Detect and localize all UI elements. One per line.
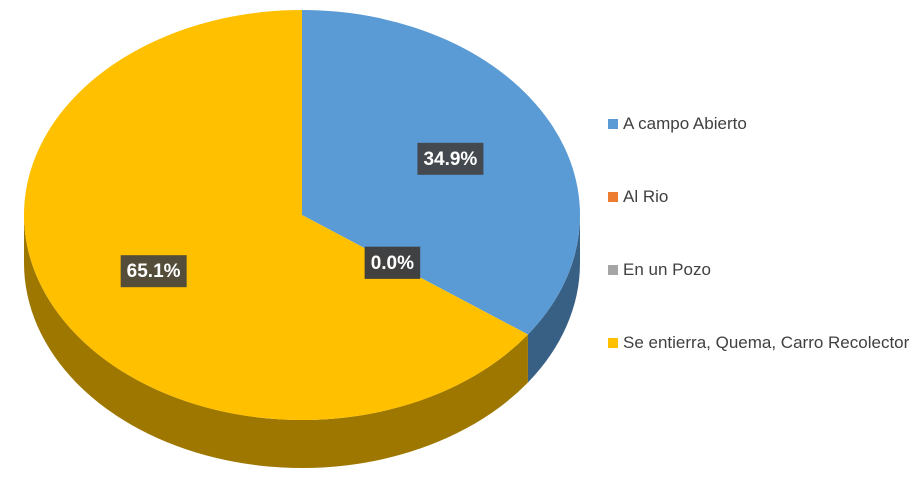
legend-label: Se entierra, Quema, Carro Recolector bbox=[623, 333, 910, 352]
label-text: 34.9% bbox=[423, 149, 477, 170]
data-label: 65.1% bbox=[120, 255, 187, 288]
legend-swatch bbox=[608, 119, 618, 129]
slice-side bbox=[527, 215, 580, 383]
data-label: 0.0% bbox=[364, 246, 421, 279]
legend-swatch bbox=[608, 265, 618, 275]
slice bbox=[23, 10, 528, 420]
data-label: 34.9% bbox=[417, 142, 484, 175]
legend-item: En un Pozo bbox=[608, 258, 911, 331]
pie-area: 34.9%0.0%0.0%65.1% bbox=[23, 10, 580, 468]
legend-label: En un Pozo bbox=[623, 260, 711, 279]
legend-swatch bbox=[608, 192, 618, 202]
label-text: 0.0% bbox=[371, 253, 414, 274]
legend: A campo Abierto Al Rio En un Pozo Se entier… bbox=[608, 112, 911, 404]
legend-label: A campo Abierto bbox=[623, 114, 747, 133]
label-box bbox=[364, 246, 421, 279]
label-box bbox=[120, 255, 187, 288]
legend-item: Se entierra, Quema, Carro Recolector bbox=[608, 331, 911, 404]
legend-item: Al Rio bbox=[608, 185, 911, 258]
legend-item: A campo Abierto bbox=[608, 112, 911, 185]
slice-side bbox=[23, 215, 528, 468]
label-box bbox=[417, 142, 484, 175]
legend-swatch bbox=[608, 338, 618, 348]
label-text: 65.1% bbox=[127, 261, 181, 282]
legend-label: Al Rio bbox=[623, 187, 669, 206]
